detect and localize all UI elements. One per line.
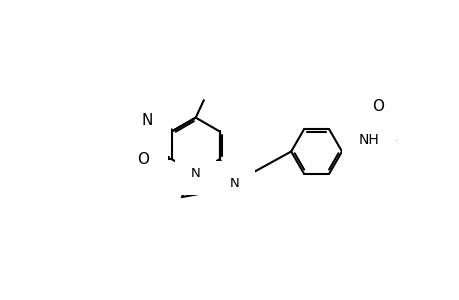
Text: N: N xyxy=(141,113,152,128)
Text: N: N xyxy=(190,167,200,180)
Text: N: N xyxy=(229,177,239,190)
Text: O: O xyxy=(371,99,383,114)
Text: O: O xyxy=(137,152,149,167)
Text: NH: NH xyxy=(358,133,379,147)
